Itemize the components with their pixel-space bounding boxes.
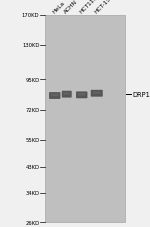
Text: 130KD: 130KD	[22, 43, 39, 48]
FancyBboxPatch shape	[62, 91, 72, 98]
FancyBboxPatch shape	[51, 94, 59, 97]
Text: 72KD: 72KD	[25, 108, 39, 113]
FancyBboxPatch shape	[78, 94, 86, 96]
Text: HCT116: HCT116	[78, 0, 98, 15]
FancyBboxPatch shape	[91, 90, 103, 97]
FancyBboxPatch shape	[63, 93, 70, 95]
Text: DRP1: DRP1	[132, 92, 150, 98]
Text: 55KD: 55KD	[25, 138, 39, 143]
Text: 26KD: 26KD	[25, 220, 39, 225]
Text: 170KD: 170KD	[22, 13, 39, 18]
Text: 43KD: 43KD	[25, 165, 39, 170]
Bar	[45, 16, 124, 222]
FancyBboxPatch shape	[93, 92, 101, 94]
Text: HeLa: HeLa	[51, 1, 65, 15]
Text: ACHN: ACHN	[63, 0, 79, 15]
Text: HCT-15: HCT-15	[93, 0, 112, 15]
Text: 95KD: 95KD	[25, 77, 39, 82]
FancyBboxPatch shape	[76, 92, 87, 99]
Text: 34KD: 34KD	[25, 190, 39, 195]
FancyBboxPatch shape	[49, 93, 60, 99]
